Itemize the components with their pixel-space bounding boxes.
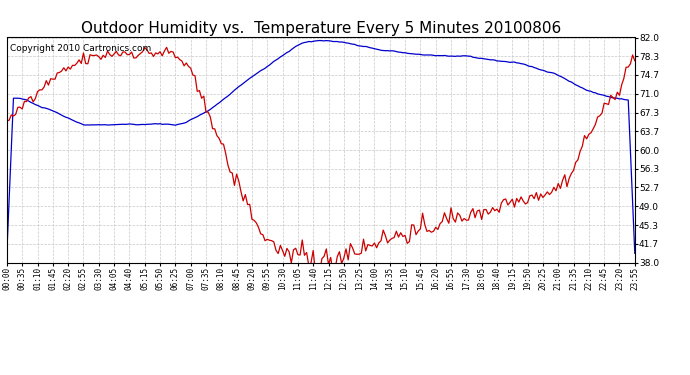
Title: Outdoor Humidity vs.  Temperature Every 5 Minutes 20100806: Outdoor Humidity vs. Temperature Every 5… <box>81 21 561 36</box>
Text: Copyright 2010 Cartronics.com: Copyright 2010 Cartronics.com <box>10 44 151 53</box>
